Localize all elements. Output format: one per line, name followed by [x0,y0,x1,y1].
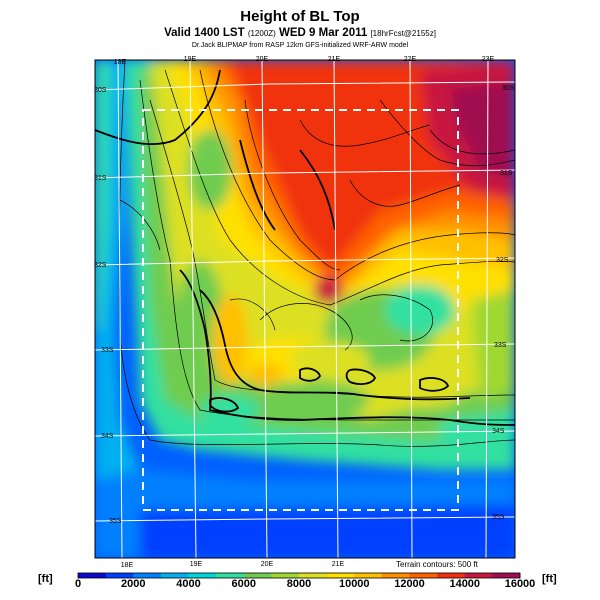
colorbar-swatch [409,573,438,578]
colorbar-tick-label: 6000 [231,578,256,590]
lon-label: 21E [332,561,345,568]
grid-labels: 18E 19E 20E 21E 22E 23E 18E 19E 20E 21E … [94,56,515,569]
model-credit: Dr.Jack BLIPMAP from RASP 12km GFS-initi… [191,42,409,49]
colorbar-swatch [354,573,383,578]
colorbar-unit-right: [ft] [542,573,557,585]
lat-label: 30S [502,85,515,92]
lon-label: 18E [114,59,127,66]
lon-label: 20E [261,561,274,568]
map-title: Height of BL Top [240,8,360,25]
lat-label: 35S [492,514,505,521]
colorbar-tick-label: 12000 [394,578,425,590]
colorbar-swatch [216,573,245,578]
lon-label: 23E [482,56,495,63]
colorbar-swatch [105,573,134,578]
colorbar-tick-label: 2000 [121,578,146,590]
lon-label: 21E [328,56,341,63]
lat-label: 30S [94,87,107,94]
colorbar-tick-label: 8000 [286,578,312,590]
major-contours [95,69,515,426]
colorbar-swatch [188,573,217,578]
colorbar-swatch [133,573,162,578]
colorbar-tick-label: 16000 [504,578,536,590]
colorbar-tick-label: 0 [74,578,82,590]
terrain-contour-note: Terrain contours: 500 ft [396,560,478,569]
valid-zone: (1200Z) [247,29,276,38]
valid-forecast: [18hrFcst@2155z] [370,29,436,38]
lat-label: 34S [492,428,505,435]
lat-label: 32S [94,262,107,269]
inner-domain-box [142,109,459,511]
colorbar-swatch [437,573,466,578]
lon-label: 19E [184,56,197,63]
colorbar-tick-label: 14000 [449,578,481,590]
lon-label: 20E [256,56,269,63]
colorbar-swatch [78,573,107,578]
valid-time-line: Valid 1400 LST (1200Z) WED 9 Mar 2011 [1… [0,27,600,39]
lon-label: 22E [404,56,417,63]
lon-label: 19E [190,561,203,568]
bl-top-field [95,60,515,558]
lat-lon-grid [95,60,515,558]
lat-label: 31S [94,175,107,182]
map-frame [94,59,516,559]
lat-label: 33S [101,347,114,354]
colorbar-swatch [326,573,355,578]
lat-label: 31S [500,170,513,177]
colorbar-swatch [160,573,190,578]
colorbar-swatch [271,573,300,578]
lat-label: 32S [496,257,509,264]
lat-label: 33S [494,342,507,349]
colorbar-swatch [464,573,493,578]
valid-prefix: Valid 1400 LST [164,27,245,39]
colorbar-tick-label: 4000 [176,578,201,590]
lat-label: 34S [101,433,114,440]
colorbar-unit-left: [ft] [38,573,53,585]
colorbar-swatch [299,573,328,578]
colorbar-swatch [492,573,521,578]
colorbar-frame [77,572,521,579]
lon-label: 18E [121,562,134,569]
colorbar [78,573,521,578]
colorbar-tick-label: 10000 [338,578,370,590]
lat-label: 35S [109,518,122,525]
colorbar-swatch [381,573,411,578]
valid-date: WED 9 Mar 2011 [279,27,368,39]
colorbar-swatch [243,573,272,578]
